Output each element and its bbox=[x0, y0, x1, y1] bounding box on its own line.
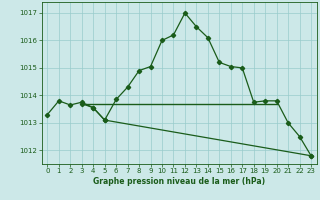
X-axis label: Graphe pression niveau de la mer (hPa): Graphe pression niveau de la mer (hPa) bbox=[93, 177, 265, 186]
